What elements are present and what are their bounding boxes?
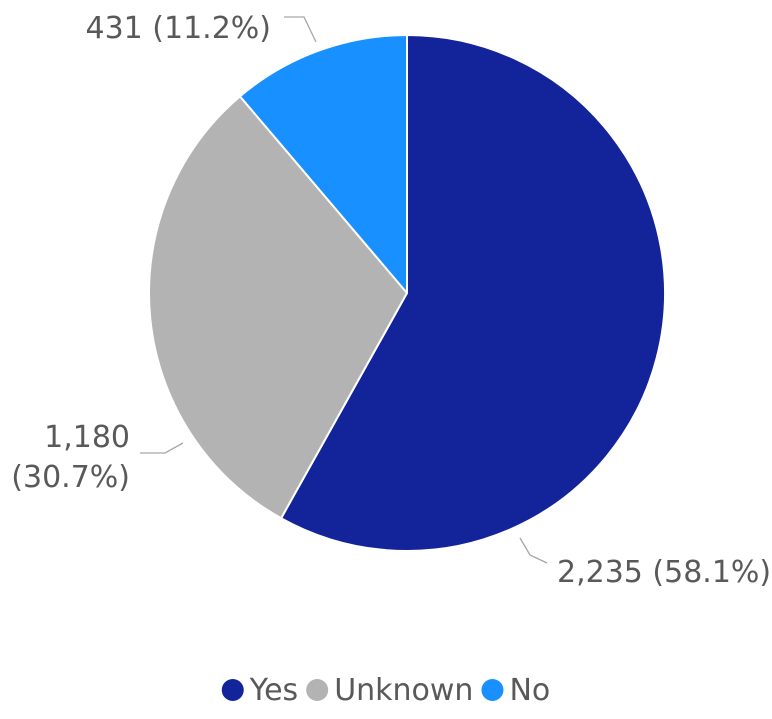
leader-line-unknown bbox=[140, 442, 184, 454]
data-label-unknown-line-1: 1,180 bbox=[44, 420, 130, 455]
pie-slices bbox=[148, 34, 666, 552]
legend: Yes Unknown No bbox=[221, 673, 550, 708]
pie-slice-no bbox=[238, 34, 408, 294]
leader-line-no bbox=[284, 16, 317, 43]
pie-slice-unknown bbox=[148, 95, 408, 520]
data-labels: 2,235 (58.1%) 1,180 (30.7%) 431 (11.2%) bbox=[11, 11, 771, 590]
legend-label-unknown: Unknown bbox=[334, 673, 473, 708]
legend-marker-no bbox=[481, 679, 504, 701]
leader-line-yes bbox=[519, 537, 548, 564]
legend-label-no: No bbox=[509, 673, 550, 708]
data-label-yes: 2,235 (58.1%) bbox=[557, 555, 771, 590]
data-label-no: 431 (11.2%) bbox=[85, 11, 271, 46]
legend-marker-unknown bbox=[306, 679, 329, 701]
data-label-unknown-line-2: (30.7%) bbox=[11, 460, 130, 495]
leader-lines bbox=[140, 16, 548, 564]
legend-label-yes: Yes bbox=[249, 673, 298, 708]
legend-marker-yes bbox=[221, 679, 244, 701]
pie-slice-yes bbox=[280, 34, 666, 552]
